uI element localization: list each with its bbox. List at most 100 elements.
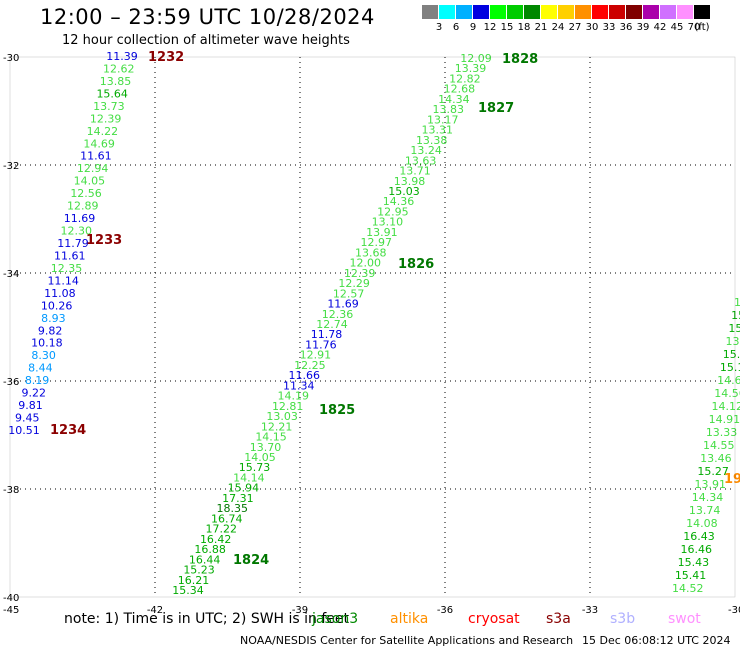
wave-height-value: 14.14 <box>233 471 265 484</box>
wave-height-value: 11.69 <box>64 212 96 225</box>
legend-label: 42 <box>653 22 667 33</box>
wave-height-value: 9.81 <box>18 399 43 412</box>
wave-height-value: 15.34 <box>172 584 204 597</box>
wave-height-value: 13.63 <box>405 154 437 167</box>
wave-height-value: 14.08 <box>686 517 718 530</box>
wave-height-value: 15.73 <box>239 461 271 474</box>
wave-height-value: 12.68 <box>444 83 476 96</box>
wave-height-value: 9.22 <box>22 387 47 400</box>
wave-height-value: 12.21 <box>261 420 293 433</box>
wave-height-value: 11.61 <box>54 249 86 262</box>
footer-note: note: 1) Time is in UTC; 2) SWH is in fe… <box>64 611 350 627</box>
legend-label: 70 <box>687 22 701 33</box>
legend-swatch <box>439 5 455 19</box>
wave-height-value: 14. <box>734 296 740 309</box>
wave-height-value: 15.94 <box>228 482 260 495</box>
wave-height-value: 12.00 <box>349 257 381 270</box>
wave-height-value: 13. <box>726 335 740 348</box>
legend-swatch <box>677 5 693 19</box>
wave-height-value: 14.56 <box>714 387 740 400</box>
wave-height-value: 12.91 <box>300 349 332 362</box>
pass-time-label: 1232 <box>148 50 184 65</box>
legend-label: 9 <box>469 22 477 33</box>
wave-height-value: 12.95 <box>377 205 409 218</box>
wave-height-value: 11.14 <box>47 274 79 287</box>
wave-height-value: 8.93 <box>41 312 66 325</box>
legend-label: 33 <box>602 22 616 33</box>
wave-height-value: 15.43 <box>678 556 710 569</box>
map-frame <box>9 56 736 598</box>
wave-height-value: 16.88 <box>194 543 226 556</box>
wave-height-value: 16.46 <box>680 543 712 556</box>
legend-swatch <box>541 5 557 19</box>
satellite-s3a: s3a <box>546 611 571 627</box>
map-title: 12:00 – 23:59 UTC 10/28/2024 <box>40 5 375 29</box>
wave-height-value: 16.74 <box>211 512 243 525</box>
legend-swatch <box>592 5 608 19</box>
wave-height-value: 8.30 <box>31 349 56 362</box>
lat-tick-label: -30 <box>3 53 19 64</box>
wave-height-value: 10.18 <box>31 337 63 350</box>
wave-height-value: 14.69 <box>83 137 115 150</box>
wave-height-value: 12.39 <box>344 267 376 280</box>
wave-height-value: 12.36 <box>322 308 354 321</box>
wave-height-value: 9.82 <box>38 324 63 337</box>
satellite-s3b: s3b <box>610 611 636 627</box>
wave-height-value: 13.74 <box>689 504 721 517</box>
wave-height-value: 11.61 <box>80 150 112 163</box>
legend-label: 30 <box>585 22 599 33</box>
wave-height-value: 15.0 <box>723 348 740 361</box>
legend-swatch <box>490 5 506 19</box>
pass-time-label: 1824 <box>233 553 269 568</box>
wave-height-value: 15.1 <box>720 361 740 374</box>
wave-height-value: 12.30 <box>61 225 93 238</box>
lat-tick-label: -34 <box>3 269 19 280</box>
wave-height-value: 13.10 <box>372 216 404 229</box>
wave-height-value: 14.34 <box>692 491 724 504</box>
legend-label: 12 <box>483 22 497 33</box>
wave-height-value: 13.24 <box>410 144 442 157</box>
wave-height-value: 14.19 <box>277 390 309 403</box>
wave-height-value: 10.51 <box>8 424 40 437</box>
lat-tick-label: -40 <box>3 593 19 604</box>
wave-height-value: 10.26 <box>41 299 73 312</box>
wave-height-value: 13.39 <box>455 62 487 75</box>
satellite-cryosat: cryosat <box>468 611 520 627</box>
wave-height-value: 13.98 <box>394 175 426 188</box>
wave-height-value: 13.31 <box>421 124 453 137</box>
pass-time-label: 1826 <box>398 257 434 272</box>
legend-unit: (ft) <box>694 22 710 33</box>
legend-swatch <box>626 5 642 19</box>
wave-height-value: 15.03 <box>388 185 420 198</box>
wave-height-value: 14.91 <box>709 413 740 426</box>
pass-time-label: 1234 <box>50 423 86 438</box>
wave-height-value: 13.46 <box>700 452 732 465</box>
wave-height-value: 12.89 <box>67 200 99 213</box>
wave-height-value: 8.19 <box>25 374 50 387</box>
lat-tick-label: -38 <box>3 485 19 496</box>
wave-height-value: 12.29 <box>338 277 370 290</box>
pass-time-label: 1825 <box>319 403 355 418</box>
legend-swatch <box>524 5 540 19</box>
wave-height-value: 13.17 <box>427 113 459 126</box>
wave-height-value: 14.15 <box>255 431 287 444</box>
map-subtitle: 12 hour collection of altimeter wave hei… <box>62 33 350 48</box>
legend-label: 27 <box>568 22 582 33</box>
lon-tick-label: -33 <box>582 605 598 616</box>
wave-height-value: 14.05 <box>244 451 276 464</box>
lat-tick-label: -32 <box>3 161 19 172</box>
legend-swatch <box>422 5 438 19</box>
legend-label: 45 <box>670 22 684 33</box>
wave-height-value: 13.73 <box>93 100 125 113</box>
wave-height-value: 14.64 <box>717 374 740 387</box>
lat-tick-label: -36 <box>3 377 19 388</box>
satellite-jason3: jason3 <box>312 611 359 627</box>
wave-height-value: 13.70 <box>250 441 282 454</box>
wave-height-value: 13.68 <box>355 246 387 259</box>
legend-label: 24 <box>551 22 565 33</box>
wave-height-value: 12.74 <box>316 318 348 331</box>
wave-height-value: 18.35 <box>217 502 249 515</box>
lon-tick-label: -39 <box>292 605 308 616</box>
wave-height-value: 11.66 <box>289 369 321 382</box>
wave-height-value: 14.22 <box>87 125 119 138</box>
